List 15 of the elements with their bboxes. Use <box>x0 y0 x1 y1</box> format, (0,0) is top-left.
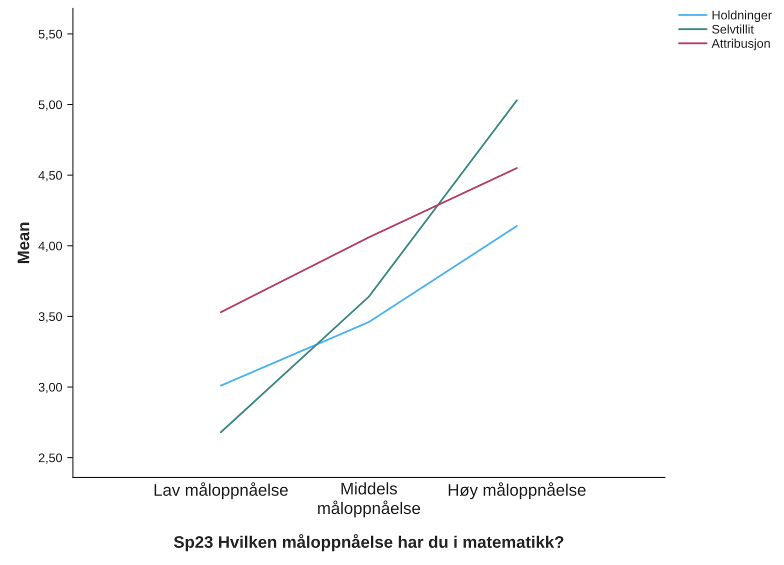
y-axis-title: Mean <box>18 222 30 264</box>
x-tick-label: Middels måloppnåelse <box>318 482 420 518</box>
y-tick-label: 4,00 <box>38 242 62 252</box>
y-tick-label: 2,50 <box>38 453 62 464</box>
legend-label: Attribusjon <box>712 38 770 50</box>
x-tick-label: Høy måloppnåelse <box>448 482 586 500</box>
legend-label: Holdninger <box>712 10 772 22</box>
y-tick-label: 3,00 <box>38 382 62 394</box>
x-tick-label: Lav måloppnåelse <box>154 482 288 500</box>
y-tick-label: 3,50 <box>38 312 62 323</box>
y-tick-label: 4,50 <box>38 170 62 182</box>
legend-label: Selvtillit <box>712 24 754 34</box>
y-tick-label: 5,50 <box>38 30 62 40</box>
x-axis-title: Sp23 Hvilken måloppnåelse har du i matematikk? <box>174 534 564 552</box>
y-tick-label: 5,00 <box>38 100 62 111</box>
